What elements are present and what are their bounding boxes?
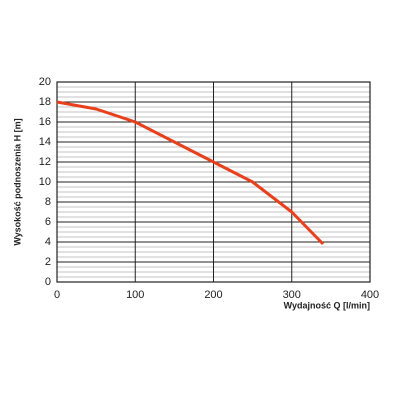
x-tick-label: 200 xyxy=(204,289,222,301)
x-tick-label: 400 xyxy=(361,289,379,301)
x-tick-label: 300 xyxy=(283,289,301,301)
y-tick-label: 18 xyxy=(39,96,51,108)
x-tick-label: 100 xyxy=(126,289,144,301)
y-tick-label: 2 xyxy=(45,256,51,268)
plot-frame xyxy=(56,81,371,283)
y-tick-label: 16 xyxy=(39,116,51,128)
y-axis-title: Wysokość podnoszenia H [m] xyxy=(12,118,22,245)
y-tick-label: 20 xyxy=(39,76,51,88)
x-tick-label: 0 xyxy=(54,289,60,301)
y-tick-label: 6 xyxy=(45,216,51,228)
x-axis-title: Wydajność Q [l/min] xyxy=(284,300,370,310)
y-tick-label: 14 xyxy=(39,136,51,148)
y-tick-label: 12 xyxy=(39,156,51,168)
line xyxy=(56,100,325,246)
y-tick-label: 8 xyxy=(45,196,51,208)
y-tick-label: 0 xyxy=(45,276,51,288)
y-tick-label: 10 xyxy=(39,176,51,188)
y-tick-label: 4 xyxy=(45,236,51,248)
